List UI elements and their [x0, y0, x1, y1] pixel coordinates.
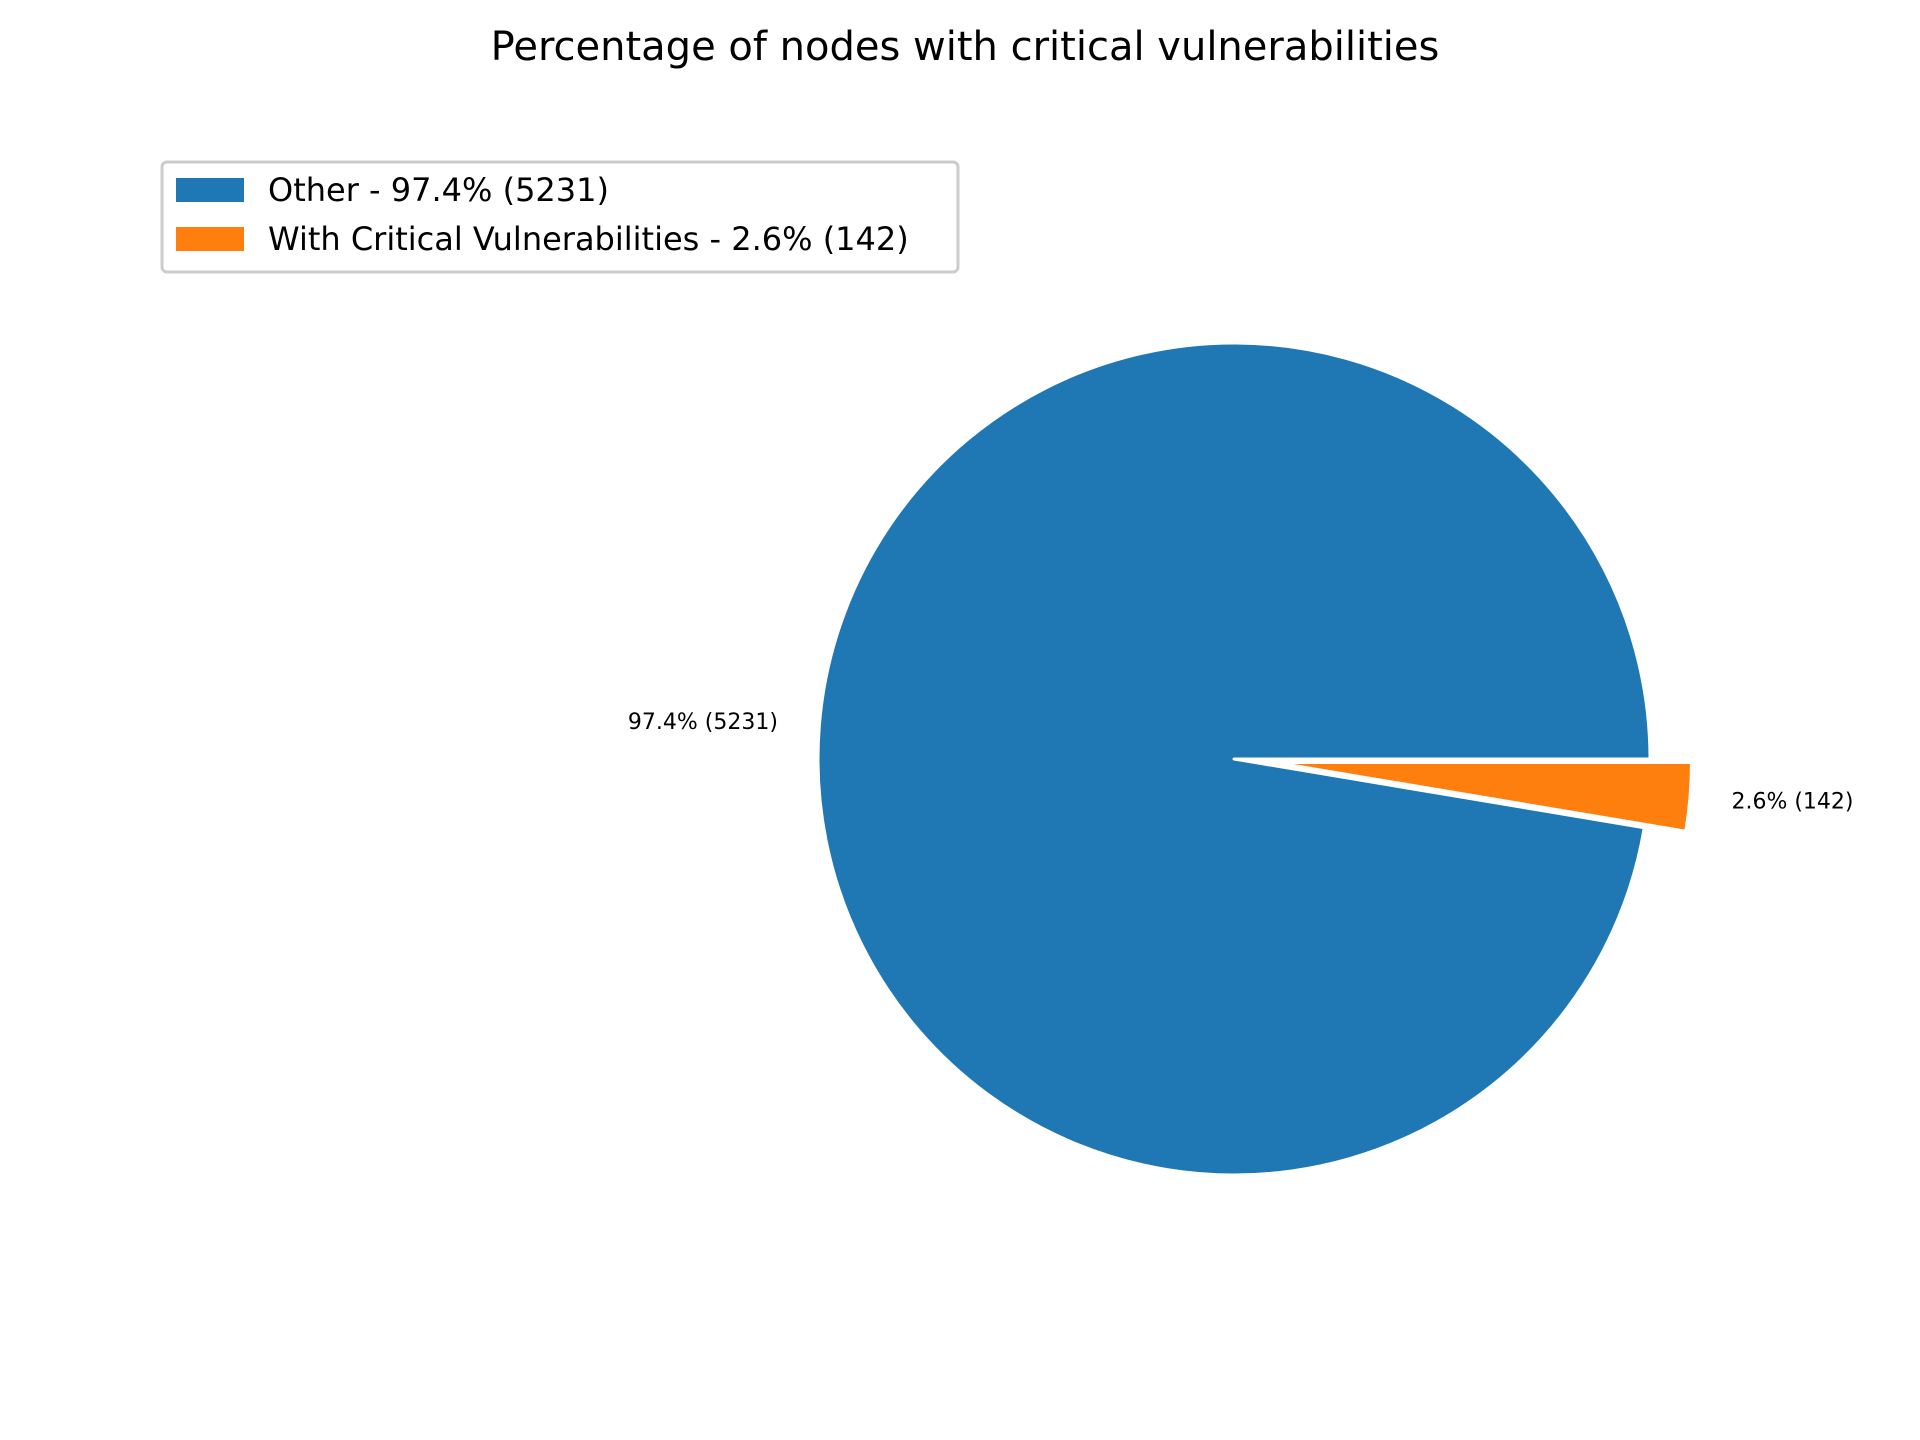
pie-slice-with-critical-vulnerabilities [1273, 760, 1693, 833]
legend-frame [160, 160, 960, 274]
pie-slice-other [816, 341, 1652, 1177]
legend-swatch [176, 227, 244, 251]
chart-title: Percentage of nodes with critical vulner… [491, 24, 1440, 70]
legend-label: With Critical Vulnerabilities - 2.6% (14… [268, 220, 909, 258]
pie-slice-data-label: 97.4% (5231) [628, 710, 778, 735]
pie-slice-labels: 2.6% (142) 97.4% (5231) [628, 710, 1854, 814]
legend: Other - 97.4% (5231) With Critical Vulner… [160, 160, 960, 274]
pie-slice-data-label: 2.6% (142) [1731, 789, 1853, 814]
legend-items: Other - 97.4% (5231) With Critical Vulner… [176, 171, 909, 258]
legend-label: Other - 97.4% (5231) [268, 171, 609, 209]
pie-slices [816, 341, 1693, 1177]
legend-swatch [176, 178, 244, 202]
